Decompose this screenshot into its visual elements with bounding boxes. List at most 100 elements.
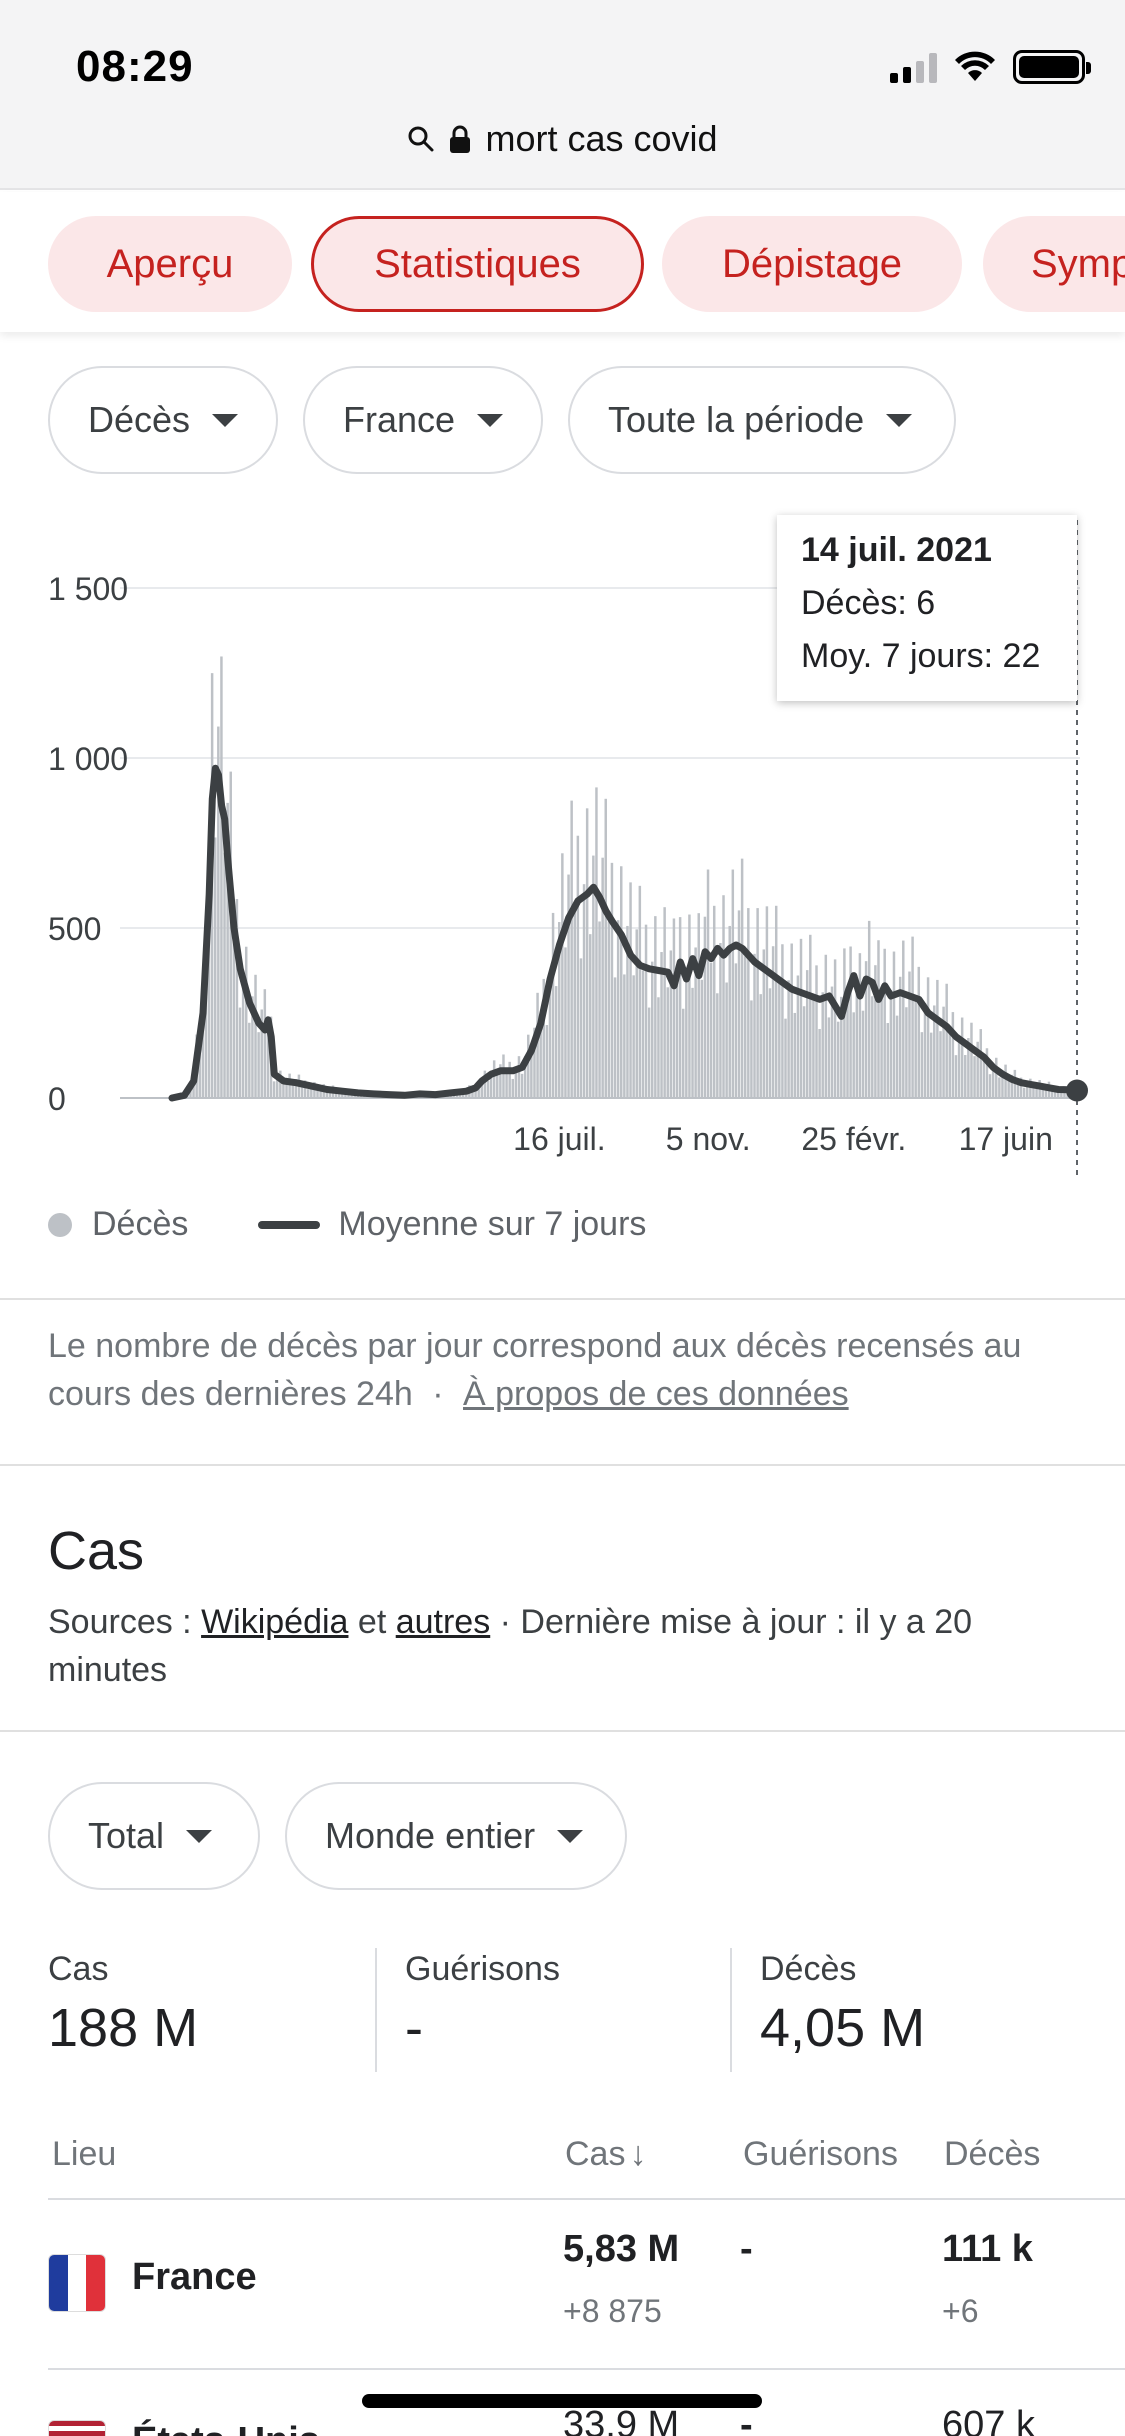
deaths-bar [874, 965, 877, 1098]
deaths-bar [558, 922, 561, 1098]
legend-bars-label: Décès [92, 1205, 189, 1243]
row-cases: 5,83 M [563, 2228, 680, 2270]
deaths-bar [747, 908, 750, 1098]
deaths-bar [951, 1012, 955, 1098]
deaths-bar [189, 1087, 192, 1098]
deaths-bar [257, 1032, 260, 1098]
x-tick-label: 17 juin [959, 1121, 1053, 1157]
deaths-bar [1041, 1088, 1044, 1098]
deaths-bar [759, 994, 762, 1098]
stat-separator [375, 1948, 377, 2072]
wikipedia-link[interactable]: Wikipédia [201, 1603, 349, 1641]
deaths-bar [855, 979, 859, 1098]
legend-line-label: Moyenne sur 7 jours [338, 1205, 647, 1243]
stat-cases-value: 188 M [48, 1998, 199, 2058]
deaths-bar [991, 1065, 995, 1098]
cases-type-label: Total [88, 1815, 165, 1856]
chevron-down-icon [557, 1829, 584, 1843]
deaths-bar [325, 1090, 329, 1098]
legend-line-swatch [258, 1220, 321, 1229]
deaths-bar [945, 983, 948, 1098]
deaths-bar [843, 948, 846, 1098]
deaths-bar [502, 1054, 505, 1098]
deaths-bar [973, 1056, 976, 1098]
tooltip-average: Moy. 7 jours: 22 [801, 637, 1041, 675]
deaths-bar [812, 1000, 815, 1098]
deaths-bar [533, 1027, 536, 1098]
col-header-recovered[interactable]: Guérisons [743, 2135, 898, 2173]
deaths-bar [765, 906, 769, 1098]
stat-recovered-label: Guérisons [405, 1950, 560, 1988]
deaths-bar [517, 1056, 521, 1098]
deaths-bar [223, 852, 226, 1098]
x-tick-label: 25 févr. [801, 1121, 906, 1157]
deaths-bar [923, 1003, 927, 1098]
sources-prefix: Sources : [48, 1603, 202, 1641]
footnote-text: Le nombre de décès par jour correspond a… [48, 1327, 1022, 1413]
deaths-bar [567, 874, 570, 1098]
deaths-bar [1032, 1087, 1035, 1098]
deaths-bar [1050, 1088, 1054, 1098]
deaths-bar [678, 917, 682, 1098]
deaths-bar [889, 989, 893, 1098]
deaths-bar [998, 1077, 1001, 1098]
tab-depistage[interactable]: Dépistage [662, 216, 962, 312]
deaths-bar [279, 1070, 282, 1098]
deaths-bar [217, 726, 220, 1098]
deaths-bar [564, 947, 567, 1098]
deaths-bar [805, 970, 809, 1098]
cases-scope-dropdown[interactable]: Monde entier [285, 1782, 627, 1890]
deaths-bar [768, 988, 772, 1098]
deaths-bar [737, 910, 741, 1098]
deaths-bar [511, 1078, 515, 1098]
col-header-place: Lieu [52, 2135, 117, 2173]
row-deaths-delta: +6 [942, 2293, 979, 2329]
metric-dropdown[interactable]: Décès [48, 366, 278, 474]
chevron-down-icon [477, 413, 504, 427]
period-dropdown[interactable]: Toute la période [568, 366, 956, 474]
selected-point [1066, 1079, 1088, 1102]
region-dropdown[interactable]: France [303, 366, 543, 474]
tab-apercu[interactable]: Aperçu [48, 216, 292, 312]
row-recovered: - [740, 2228, 753, 2270]
deaths-bar [691, 987, 694, 1098]
deaths-bar [1019, 1077, 1023, 1098]
tab-statistiques[interactable]: Statistiques [311, 216, 644, 312]
deaths-bar [824, 954, 828, 1098]
deaths-bar [743, 956, 747, 1098]
tooltip-date: 14 juil. 2021 [801, 531, 992, 569]
deaths-chart[interactable]: 1 500 1 000 500 0 16 juil. 5 nov. 25 févr. 17 j… [0, 510, 1125, 1190]
period-dropdown-label: Toute la période [608, 399, 865, 440]
deaths-bar [784, 1018, 787, 1098]
deaths-bar [207, 881, 211, 1098]
deaths-bar [787, 980, 790, 1098]
deaths-bar [613, 977, 617, 1098]
deaths-bar [712, 905, 716, 1098]
cases-type-dropdown[interactable]: Total [48, 1782, 260, 1890]
deaths-bar [248, 1022, 251, 1098]
address-bar[interactable]: mort cas covid [0, 118, 1125, 160]
deaths-bar [266, 1022, 270, 1098]
chevron-down-icon [212, 413, 239, 427]
deaths-bar [703, 916, 707, 1098]
col-header-deaths[interactable]: Décès [944, 2135, 1041, 2173]
row-cases-delta: +8 875 [563, 2293, 662, 2329]
deaths-bar [929, 1032, 933, 1098]
deaths-bar [477, 1088, 480, 1098]
deaths-bar [902, 940, 905, 1098]
deaths-bar [793, 1012, 797, 1098]
deaths-bar [672, 918, 676, 1098]
deaths-bar [570, 800, 573, 1098]
col-header-cases[interactable]: Cas ↓ [565, 2135, 646, 2174]
stat-deaths-value: 4,05 M [760, 1998, 926, 2058]
row-place: France [132, 2256, 257, 2298]
tab-symptomes[interactable]: Symp [983, 216, 1125, 312]
deaths-bar [709, 962, 713, 1098]
deaths-bar [1060, 1089, 1063, 1098]
deaths-bar [669, 950, 673, 1098]
other-sources-link[interactable]: autres [395, 1603, 491, 1641]
deaths-bar [725, 982, 728, 1098]
about-data-link[interactable]: À propos de ces données [463, 1375, 849, 1413]
deaths-bar [1004, 1064, 1007, 1098]
deaths-bar [911, 936, 914, 1098]
